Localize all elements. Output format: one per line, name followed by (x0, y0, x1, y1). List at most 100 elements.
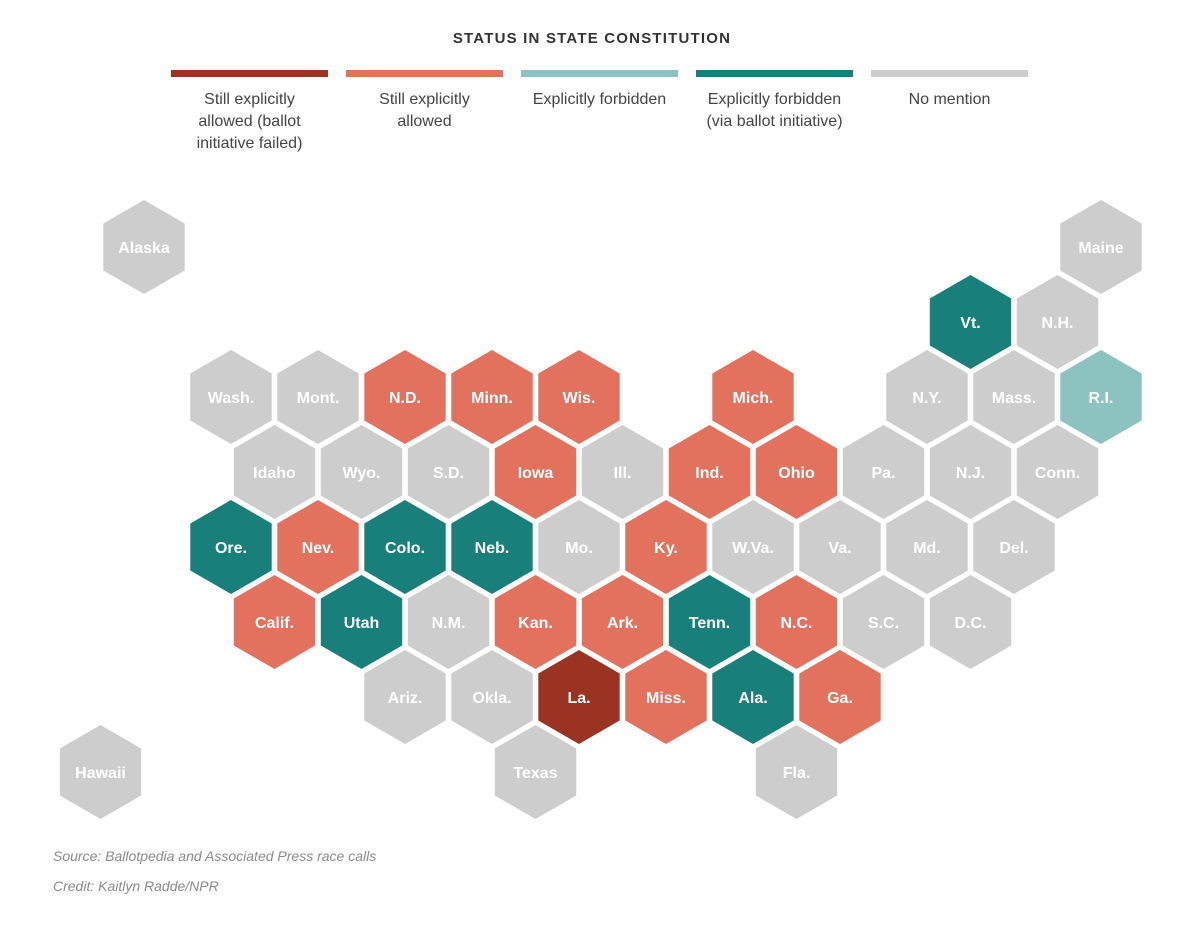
state-hex-va: Va. (799, 500, 881, 594)
state-hex-shape (1060, 200, 1142, 294)
state-label: Ark. (607, 615, 638, 632)
state-hex-shape (712, 350, 794, 444)
state-label: Del. (999, 540, 1028, 557)
state-hex-wyo: Wyo. (320, 425, 403, 519)
credit-note: Credit: Kaitlyn Radde/NPR (53, 878, 219, 894)
state-hex-shape (103, 200, 185, 294)
state-hex-shape (451, 350, 533, 444)
state-hex-tenn: Tenn. (668, 575, 751, 669)
state-hex-shape (929, 275, 1012, 369)
state-hex-mont: Mont. (277, 350, 359, 444)
state-hex-shape (799, 500, 881, 594)
state-hex-shape (59, 725, 142, 819)
state-label: S.D. (433, 465, 464, 482)
state-hex-shape (451, 650, 533, 744)
state-hex-nev: Nev. (277, 500, 359, 594)
state-hex-del: Del. (973, 500, 1055, 594)
state-label: Kan. (518, 615, 553, 632)
state-label: Mass. (992, 390, 1036, 407)
state-hex-n-m: N.M. (407, 575, 490, 669)
state-label: Md. (913, 540, 941, 557)
state-hex-n-j: N.J. (929, 425, 1012, 519)
state-hex-shape (494, 425, 577, 519)
state-hex-shape (494, 725, 577, 819)
source-note: Source: Ballotpedia and Associated Press… (53, 848, 377, 864)
state-hex-shape (364, 500, 446, 594)
state-label: Iowa (518, 465, 554, 482)
state-hex-shape (494, 575, 577, 669)
state-hex-shape (233, 425, 316, 519)
state-hex-s-d: S.D. (407, 425, 490, 519)
state-hex-shape (668, 575, 751, 669)
state-hex-shape (233, 575, 316, 669)
state-hex-miss: Miss. (625, 650, 707, 744)
legend-item-none: No mention (871, 70, 1028, 111)
state-hex-fla: Fla. (755, 725, 838, 819)
state-label: Ill. (614, 465, 632, 482)
state-hex-shape (712, 500, 794, 594)
state-label: Mich. (733, 390, 774, 407)
state-hex-shape (973, 500, 1055, 594)
state-hex-r-i: R.I. (1060, 350, 1142, 444)
state-label: Tenn. (689, 615, 730, 632)
state-hex-vt: Vt. (929, 275, 1012, 369)
legend-label-allowed: Still explicitly allowed (379, 91, 470, 130)
state-label: Wash. (208, 390, 255, 407)
state-hex-w-va: W.Va. (712, 500, 794, 594)
state-label: N.D. (389, 390, 421, 407)
state-hex-s-c: S.C. (842, 575, 925, 669)
state-hex-conn: Conn. (1016, 425, 1099, 519)
state-hex-shape (581, 425, 664, 519)
state-hex-kan: Kan. (494, 575, 577, 669)
state-hex-n-c: N.C. (755, 575, 838, 669)
state-label: Wyo. (343, 465, 381, 482)
state-hex-shape (364, 650, 446, 744)
state-hex-shape (538, 350, 620, 444)
state-label: Minn. (471, 390, 513, 407)
legend-label-forbidden: Explicitly forbidden (532, 91, 667, 108)
state-hex-shape (1060, 350, 1142, 444)
state-label: La. (567, 690, 590, 707)
state-hex-iowa: Iowa (494, 425, 577, 519)
state-hex-shape (712, 650, 794, 744)
state-hex-shape (320, 425, 403, 519)
state-label: Ga. (827, 690, 853, 707)
state-label: Texas (513, 765, 557, 782)
legend-item-allowed: Still explicitly allowed (346, 70, 503, 133)
state-label: N.M. (432, 615, 466, 632)
state-hex-shape (929, 425, 1012, 519)
state-hex-ga: Ga. (799, 650, 881, 744)
state-hex-shape (973, 350, 1055, 444)
chart-title: STATUS IN STATE CONSTITUTION (452, 30, 732, 47)
state-hex-shape (842, 425, 925, 519)
state-label: Neb. (475, 540, 510, 557)
state-hex-shape (886, 500, 968, 594)
state-hex-ark: Ark. (581, 575, 664, 669)
state-hex-shape (929, 575, 1012, 669)
state-hex-shape (625, 500, 707, 594)
legend-item-failed: Still explicitly allowed (ballot initiat… (171, 70, 328, 155)
state-label: W.Va. (732, 540, 774, 557)
state-label: Va. (828, 540, 851, 557)
state-label: Calif. (255, 615, 294, 632)
state-hex-shape (190, 500, 272, 594)
state-hex-ill: Ill. (581, 425, 664, 519)
state-hex-mich: Mich. (712, 350, 794, 444)
state-hex-shape (538, 650, 620, 744)
state-hex-n-h: N.H. (1016, 275, 1099, 369)
state-label: Idaho (253, 465, 296, 482)
state-hex-calif: Calif. (233, 575, 316, 669)
state-hex-shape (407, 425, 490, 519)
legend-swatch-ballot (696, 70, 853, 77)
state-hex-colo: Colo. (364, 500, 446, 594)
state-hex-pa: Pa. (842, 425, 925, 519)
state-label: N.C. (781, 615, 813, 632)
state-hex-n-y: N.Y. (886, 350, 968, 444)
state-label: Mo. (565, 540, 593, 557)
state-label: Ind. (695, 465, 723, 482)
state-label: Hawaii (75, 765, 126, 782)
state-hex-shape (886, 350, 968, 444)
state-hex-shape (755, 725, 838, 819)
state-hex-hawaii: Hawaii (59, 725, 142, 819)
